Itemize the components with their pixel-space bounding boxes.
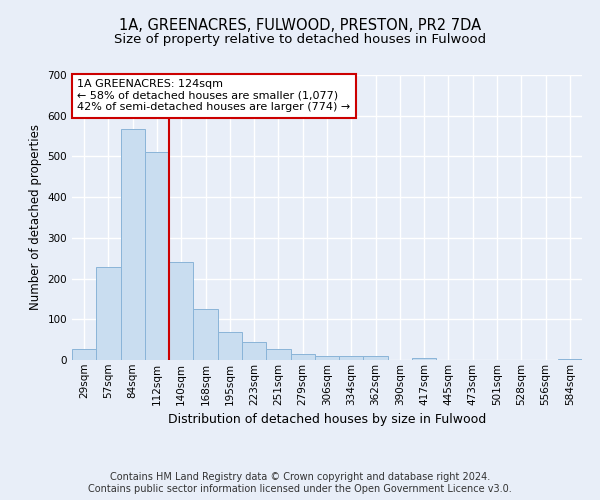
Bar — [145, 152, 169, 360]
Bar — [315, 356, 339, 360]
Bar — [266, 349, 290, 360]
Bar — [121, 128, 145, 360]
Bar — [339, 356, 364, 360]
Bar — [193, 309, 218, 360]
Bar — [72, 349, 96, 360]
Text: Contains public sector information licensed under the Open Government Licence v3: Contains public sector information licen… — [88, 484, 512, 494]
Bar — [96, 267, 121, 360]
X-axis label: Distribution of detached houses by size in Fulwood: Distribution of detached houses by size … — [168, 413, 486, 426]
Bar — [218, 332, 242, 360]
Bar — [412, 358, 436, 360]
Text: 1A, GREENACRES, FULWOOD, PRESTON, PR2 7DA: 1A, GREENACRES, FULWOOD, PRESTON, PR2 7D… — [119, 18, 481, 32]
Bar — [169, 262, 193, 360]
Bar — [290, 354, 315, 360]
Text: 1A GREENACRES: 124sqm
← 58% of detached houses are smaller (1,077)
42% of semi-d: 1A GREENACRES: 124sqm ← 58% of detached … — [77, 80, 350, 112]
Bar — [558, 359, 582, 360]
Text: Contains HM Land Registry data © Crown copyright and database right 2024.: Contains HM Land Registry data © Crown c… — [110, 472, 490, 482]
Bar — [242, 342, 266, 360]
Text: Size of property relative to detached houses in Fulwood: Size of property relative to detached ho… — [114, 32, 486, 46]
Y-axis label: Number of detached properties: Number of detached properties — [29, 124, 42, 310]
Bar — [364, 356, 388, 360]
